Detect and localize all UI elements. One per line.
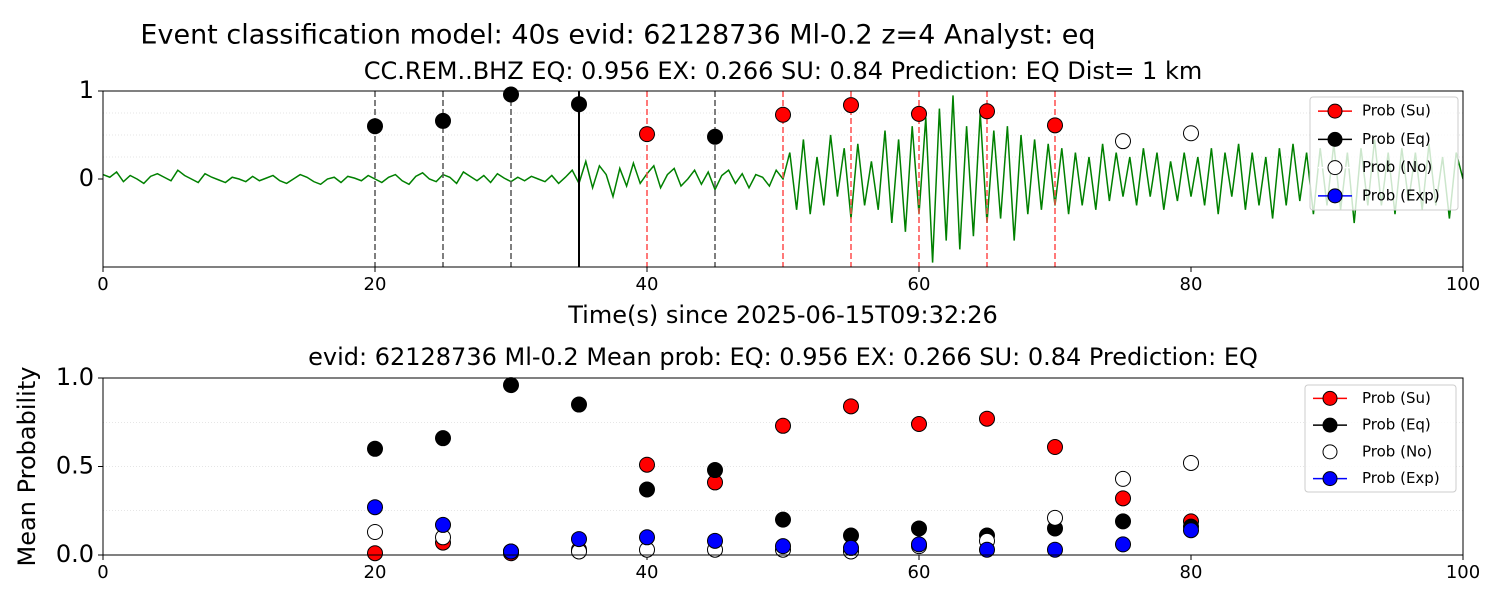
marker — [367, 499, 383, 516]
axes-title: evid: 62128736 Ml-0.2 Mean prob: EQ: 0.9… — [308, 343, 1258, 371]
axes-title: CC.REM..BHZ EQ: 0.956 EX: 0.266 SU: 0.84… — [364, 57, 1202, 85]
legend-marker — [1327, 188, 1343, 204]
y-tick-label: 1 — [79, 76, 94, 104]
marker — [775, 538, 791, 555]
marker — [503, 377, 519, 394]
legend-marker — [1322, 444, 1338, 460]
waveform — [103, 95, 1463, 263]
marker — [911, 416, 927, 433]
marker — [571, 396, 587, 413]
x-axis-label: Time(s) since 2025-06-15T09:32:26 — [567, 301, 998, 329]
marker — [1047, 117, 1063, 134]
marker — [775, 106, 791, 123]
x-tick-label: 100 — [1446, 274, 1480, 295]
marker — [435, 430, 451, 447]
legend-label: Prob (No) — [1362, 442, 1432, 460]
y-tick-label: 0.0 — [56, 540, 94, 568]
marker — [1183, 454, 1199, 471]
marker — [639, 481, 655, 498]
marker — [1115, 513, 1131, 530]
marker — [911, 520, 927, 537]
legend-label: Prob (Exp) — [1362, 186, 1440, 204]
x-tick-label: 40 — [636, 562, 659, 583]
marker — [1047, 439, 1063, 456]
marker — [639, 456, 655, 473]
legend-marker — [1322, 471, 1338, 487]
y-tick-label: 1.0 — [56, 363, 94, 391]
x-tick-label: 40 — [636, 274, 659, 295]
legend-label: Prob (Exp) — [1362, 469, 1440, 487]
marker — [843, 97, 859, 114]
marker — [367, 118, 383, 135]
x-tick-label: 0 — [97, 274, 108, 295]
legend-box — [1309, 96, 1459, 211]
legend-marker — [1327, 103, 1343, 119]
y-axis-label: Mean Probability — [13, 367, 41, 567]
legend-label: Prob (No) — [1362, 158, 1432, 176]
marker — [1115, 536, 1131, 553]
marker — [1115, 470, 1131, 487]
marker — [1047, 509, 1063, 526]
marker — [843, 539, 859, 556]
legend-box — [1304, 384, 1457, 493]
y-tick-label: 0 — [79, 164, 94, 192]
x-tick-label: 20 — [364, 562, 387, 583]
legend-label: Prob (Eq) — [1362, 130, 1431, 148]
marker — [775, 417, 791, 434]
marker — [707, 128, 723, 145]
marker — [843, 398, 859, 415]
x-tick-label: 20 — [364, 274, 387, 295]
legend-marker — [1327, 131, 1343, 147]
marker — [435, 516, 451, 533]
x-tick-label: 80 — [1180, 562, 1203, 583]
marker — [707, 462, 723, 479]
x-tick-label: 60 — [908, 562, 931, 583]
marker — [571, 531, 587, 548]
marker — [639, 529, 655, 546]
legend-marker — [1322, 390, 1338, 406]
marker — [503, 543, 519, 560]
x-tick-label: 60 — [908, 274, 931, 295]
marker — [1115, 133, 1131, 150]
marker — [1183, 125, 1199, 142]
axes-frame — [102, 377, 1464, 556]
axes-frame — [102, 90, 1464, 268]
legend-marker — [1322, 417, 1338, 433]
y-tick-label: 0.5 — [56, 452, 94, 480]
marker — [367, 440, 383, 457]
marker — [911, 536, 927, 553]
marker — [979, 410, 995, 427]
marker — [775, 511, 791, 528]
x-tick-label: 0 — [97, 562, 108, 583]
marker — [911, 105, 927, 122]
marker — [979, 103, 995, 120]
marker — [367, 545, 383, 562]
marker — [571, 96, 587, 113]
marker — [1183, 522, 1199, 539]
legend-label: Prob (Su) — [1362, 102, 1431, 120]
legend-label: Prob (Su) — [1362, 389, 1431, 407]
marker — [707, 532, 723, 549]
x-tick-label: 100 — [1446, 562, 1480, 583]
x-tick-label: 80 — [1180, 274, 1203, 295]
marker — [503, 86, 519, 103]
marker — [367, 523, 383, 540]
figure-title: Event classification model: 40s evid: 62… — [140, 20, 1095, 51]
marker — [979, 541, 995, 558]
legend-label: Prob (Eq) — [1362, 416, 1431, 434]
legend-marker — [1327, 160, 1343, 176]
marker — [1115, 490, 1131, 507]
marker — [639, 126, 655, 143]
marker — [1047, 541, 1063, 558]
marker — [435, 112, 451, 129]
